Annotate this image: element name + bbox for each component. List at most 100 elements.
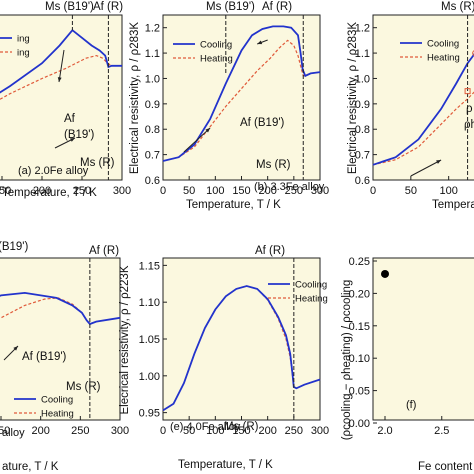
legend-cooling-label: Cooling	[200, 40, 232, 51]
legend-cooling-label: Cooling	[295, 280, 327, 291]
x-axis-label: Temperature, T / K	[178, 459, 273, 471]
y-tick-label: 0.8	[355, 124, 370, 136]
direction-arrow-head	[57, 77, 62, 82]
legend-heating-label: Heating	[200, 54, 233, 65]
data-point	[381, 269, 389, 278]
x-tick-label: 300	[111, 425, 129, 437]
x-tick-label: 300	[311, 185, 329, 197]
direction-arrow	[183, 127, 211, 153]
direction-arrow	[58, 49, 65, 83]
y-tick-label: 0.7	[145, 150, 160, 162]
panel-label: (a) 2.0Fe alloy	[18, 165, 89, 177]
x-axis-label: Temperat	[432, 199, 474, 211]
y-tick-label: 0.6	[355, 175, 370, 187]
x-tick-label: 250	[285, 185, 303, 197]
annotation-ms-r: Ms (R)	[66, 381, 101, 393]
direction-arrow-head	[205, 128, 211, 133]
x-tick-label: 2.0	[377, 425, 392, 437]
annotation-rho-heating: ρhe	[464, 119, 474, 131]
x-tick-label: 200	[258, 425, 276, 437]
x-axis-label: ature, T / K	[2, 461, 59, 473]
direction-arrow-head	[257, 40, 263, 45]
annotation-b19: (B19')	[0, 241, 28, 253]
annotation-af-b19: Af (B19')	[240, 117, 285, 129]
y-tick-label: 0.00	[349, 418, 370, 430]
x-tick-label: 150	[0, 425, 10, 437]
legend-heating-label: ing	[17, 48, 30, 59]
heating-curve	[0, 54, 122, 100]
y-tick-label: 1.0	[145, 73, 160, 85]
x-tick-label: 300	[311, 425, 329, 437]
y-tick-label: 0.6	[145, 175, 160, 187]
marker-square	[464, 88, 471, 95]
y-tick-label: 1.0	[355, 73, 370, 85]
x-tick-label: 0	[160, 185, 166, 197]
panel-label: (b) 3.3Fe alloy	[254, 181, 325, 193]
x-tick-label: 50	[183, 425, 195, 437]
annotation-ms-r: Ms (R)	[80, 157, 115, 169]
direction-arrow-head	[13, 346, 18, 351]
direction-arrow-head	[436, 160, 442, 164]
y-tick-label: 0.20	[349, 288, 370, 300]
legend-heating-label: Heating	[295, 294, 328, 305]
y-tick-label: 0.25	[349, 256, 370, 268]
y-tick-label: 0.8	[145, 124, 160, 136]
x-tick-label: 200	[31, 425, 49, 437]
y-tick-label: 0.95	[139, 408, 160, 420]
annotation-af-r: Af (R)	[255, 245, 285, 257]
annotation-af-b19: Af (B19')	[22, 351, 67, 363]
cooling-curve	[0, 291, 121, 326]
annotation-ms-b19: Ms (B19')	[45, 1, 94, 13]
direction-arrow-head	[70, 138, 75, 142]
y-tick-label: 0.9	[145, 99, 160, 111]
y-tick-label: 1.1	[145, 48, 160, 60]
y-tick-label: 0.7	[355, 150, 370, 162]
x-tick-label: 150	[0, 185, 11, 197]
x-axis-label: Temperature, T / K	[2, 187, 97, 199]
plot-area-c	[372, 14, 474, 181]
x-axis-label: Fe content	[418, 461, 473, 473]
cooling-curve	[0, 28, 122, 94]
plot-area-b	[162, 14, 321, 181]
panel-label: (e) 4.0Fe alloy	[170, 421, 241, 433]
panel-label: (f)	[406, 399, 416, 411]
legend-heating-label: Heating	[427, 53, 460, 64]
y-tick-label: 0.10	[349, 353, 370, 365]
x-tick-label: 100	[439, 185, 457, 197]
direction-arrow	[410, 159, 442, 177]
legend-heating-label: Heating	[41, 409, 74, 420]
y-tick-label: 1.1	[355, 48, 370, 60]
legend-cooling-label: Cooling	[41, 395, 73, 406]
marker-circle	[472, 50, 474, 56]
annotation-b19: (B19')	[64, 129, 94, 141]
y-tick-label: 1.2	[145, 23, 160, 35]
legend-cooling-label: ing	[17, 34, 30, 45]
x-tick-label: 0	[160, 425, 166, 437]
x-tick-label: 250	[71, 425, 89, 437]
y-tick-label: 1.15	[139, 260, 160, 272]
panel-label: alloy	[2, 427, 25, 439]
heating-curve	[162, 39, 321, 162]
x-tick-label: 150	[232, 185, 250, 197]
y-tick-label: 0.05	[349, 386, 370, 398]
plot-area-d	[0, 257, 121, 421]
annotation-ms-r: Ms (R)	[441, 1, 474, 13]
x-tick-label: 100	[206, 185, 224, 197]
y-axis-label: (ρcooling − ρheating) / ρcooling	[341, 280, 353, 441]
y-tick-label: 1.00	[139, 371, 160, 383]
x-axis-label: Temperature, T / K	[186, 199, 281, 211]
annotation-af: Af	[64, 113, 76, 125]
y-tick-label: 1.05	[139, 334, 160, 346]
annotation-af-r: Af (R)	[93, 1, 123, 13]
x-tick-label: 200	[33, 185, 51, 197]
plot-area-f	[372, 257, 474, 421]
x-tick-label: 150	[232, 425, 250, 437]
y-tick-label: 0.9	[355, 99, 370, 111]
x-tick-label: 250	[285, 425, 303, 437]
y-tick-label: 1.2	[355, 23, 370, 35]
y-axis-label: Electrical resistivity, ρ / ρ283K	[129, 22, 141, 175]
annotation-ms-r: Ms (R)	[224, 421, 259, 433]
x-tick-label: 100	[206, 425, 224, 437]
y-tick-label: 0.15	[349, 321, 370, 333]
